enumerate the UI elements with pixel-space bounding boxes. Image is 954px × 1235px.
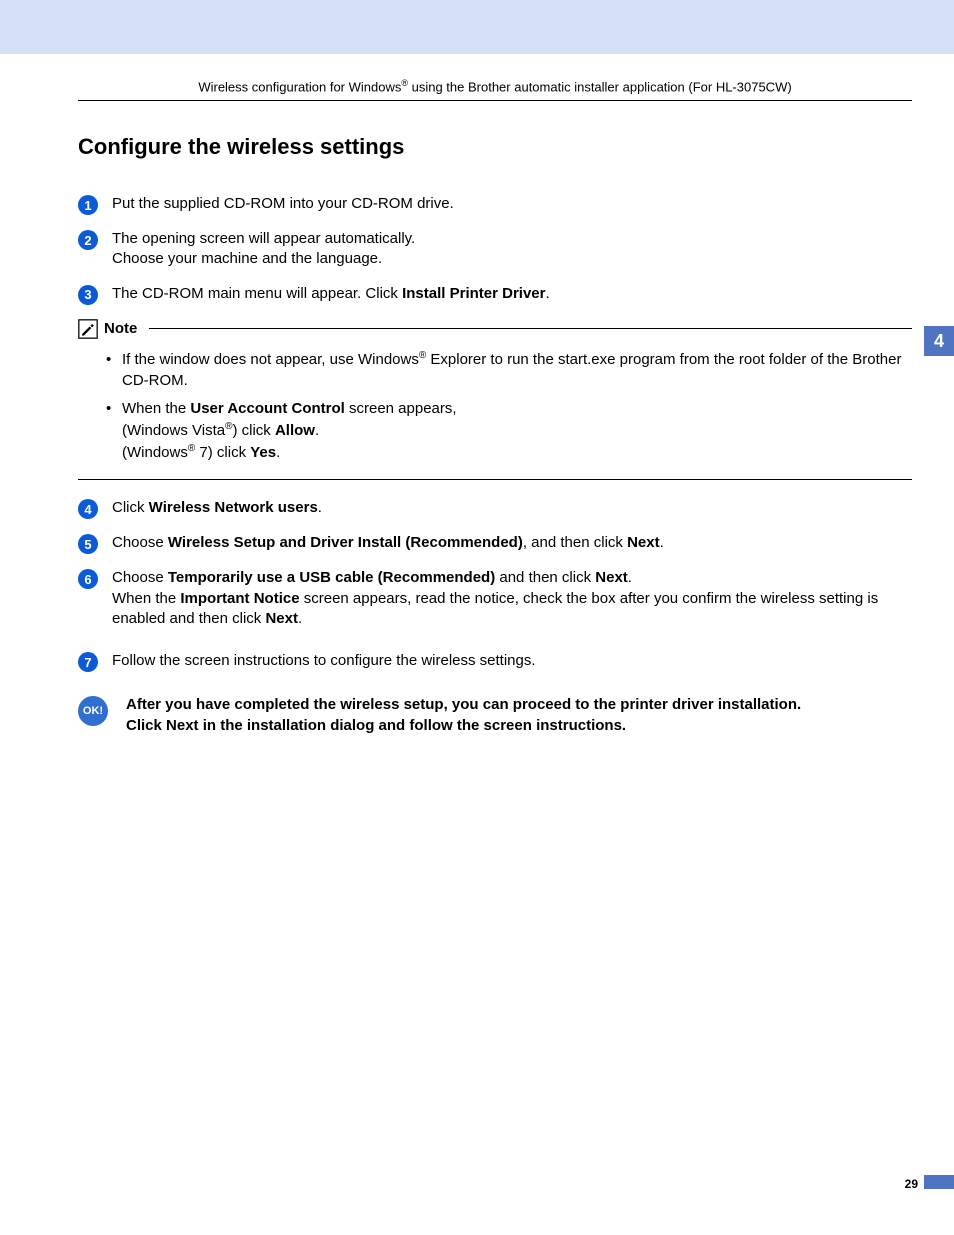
- step-body: The opening screen will appear automatic…: [112, 229, 912, 270]
- step-text: Put the supplied CD-ROM into your CD-ROM…: [112, 195, 454, 212]
- running-header-post: using the Brother automatic installer ap…: [408, 79, 792, 94]
- step-7: 7 Follow the screen instructions to conf…: [78, 651, 912, 672]
- step-text: and then click: [495, 569, 595, 586]
- step-body: Choose Wireless Setup and Driver Install…: [112, 533, 912, 553]
- step-badge: 2: [78, 230, 98, 250]
- step-text: When the: [112, 590, 180, 607]
- step-bold: Install Printer Driver: [402, 285, 545, 302]
- step-badge: 5: [78, 534, 98, 554]
- step-badge: 1: [78, 195, 98, 215]
- note-text: (Windows Vista: [122, 422, 225, 439]
- note-bold: Allow: [275, 422, 315, 439]
- note-text: screen appears,: [345, 400, 457, 417]
- page-number: 29: [905, 1177, 918, 1191]
- note-rule-top: [149, 328, 912, 329]
- note-text: ) click: [232, 422, 275, 439]
- step-text: .: [298, 610, 302, 627]
- running-header-pre: Wireless configuration for Windows: [198, 79, 401, 94]
- ok-block: OK! After you have completed the wireles…: [78, 694, 912, 736]
- step-badge: 3: [78, 285, 98, 305]
- note-body: If the window does not appear, use Windo…: [78, 341, 912, 476]
- note-text: When the: [122, 400, 190, 417]
- step-text: The CD-ROM main menu will appear. Click: [112, 285, 402, 302]
- note-bold: Yes: [250, 444, 276, 461]
- ok-text: After you have completed the wireless se…: [126, 696, 801, 713]
- step-5: 5 Choose Wireless Setup and Driver Insta…: [78, 533, 912, 554]
- top-bar: [0, 0, 954, 54]
- note-text: 7) click: [195, 444, 250, 461]
- ok-body: After you have completed the wireless se…: [126, 694, 912, 736]
- ok-text: Click Next in the installation dialog an…: [126, 717, 626, 734]
- step-body: The CD-ROM main menu will appear. Click …: [112, 284, 912, 304]
- step-bold: Important Notice: [180, 590, 299, 607]
- step-bold: Temporarily use a USB cable (Recommended…: [168, 569, 495, 586]
- step-6: 6 Choose Temporarily use a USB cable (Re…: [78, 568, 912, 629]
- step-body: Click Wireless Network users.: [112, 498, 912, 518]
- step-bold: Next: [595, 569, 628, 586]
- step-body: Put the supplied CD-ROM into your CD-ROM…: [112, 194, 912, 214]
- note-title: Note: [104, 320, 137, 337]
- step-text: Choose: [112, 569, 168, 586]
- step-text: .: [318, 499, 322, 516]
- step-text: .: [545, 285, 549, 302]
- step-text: .: [660, 534, 664, 551]
- step-text: Follow the screen instructions to config…: [112, 652, 536, 669]
- step-text: Choose: [112, 534, 168, 551]
- note-rule-bottom: [78, 479, 912, 480]
- step-body: Follow the screen instructions to config…: [112, 651, 912, 671]
- chapter-tab: 4: [924, 326, 954, 356]
- note-block: Note If the window does not appear, use …: [78, 319, 912, 481]
- step-text: .: [628, 569, 632, 586]
- step-1: 1 Put the supplied CD-ROM into your CD-R…: [78, 194, 912, 215]
- step-text: , and then click: [523, 534, 627, 551]
- step-2: 2 The opening screen will appear automat…: [78, 229, 912, 270]
- note-bold: User Account Control: [190, 400, 344, 417]
- step-text: The opening screen will appear automatic…: [112, 230, 415, 247]
- note-header: Note: [78, 319, 912, 339]
- pencil-note-icon: [78, 319, 98, 339]
- note-text: .: [276, 444, 280, 461]
- registered-mark: ®: [401, 78, 408, 88]
- step-bold: Next: [265, 610, 298, 627]
- step-badge: 7: [78, 652, 98, 672]
- page-number-accent: [924, 1175, 954, 1189]
- ok-badge-icon: OK!: [78, 696, 108, 726]
- note-text: (Windows: [122, 444, 188, 461]
- step-bold: Next: [627, 534, 660, 551]
- step-badge: 4: [78, 499, 98, 519]
- content: Configure the wireless settings 1 Put th…: [78, 134, 912, 736]
- note-bullet: When the User Account Control screen app…: [106, 398, 912, 463]
- step-4: 4 Click Wireless Network users.: [78, 498, 912, 519]
- step-text: Click: [112, 499, 149, 516]
- note-text: .: [315, 422, 319, 439]
- step-body: Choose Temporarily use a USB cable (Reco…: [112, 568, 912, 629]
- note-text: If the window does not appear, use Windo…: [122, 351, 419, 368]
- step-3: 3 The CD-ROM main menu will appear. Clic…: [78, 284, 912, 305]
- step-bold: Wireless Setup and Driver Install (Recom…: [168, 534, 523, 551]
- step-text: Choose your machine and the language.: [112, 249, 912, 269]
- page: 4 29 Wireless configuration for Windows®…: [0, 0, 954, 1235]
- note-bullet: If the window does not appear, use Windo…: [106, 349, 912, 393]
- header-rule: [78, 100, 912, 101]
- step-bold: Wireless Network users: [149, 499, 318, 516]
- section-title: Configure the wireless settings: [78, 134, 912, 160]
- running-header: Wireless configuration for Windows® usin…: [78, 78, 912, 94]
- step-badge: 6: [78, 569, 98, 589]
